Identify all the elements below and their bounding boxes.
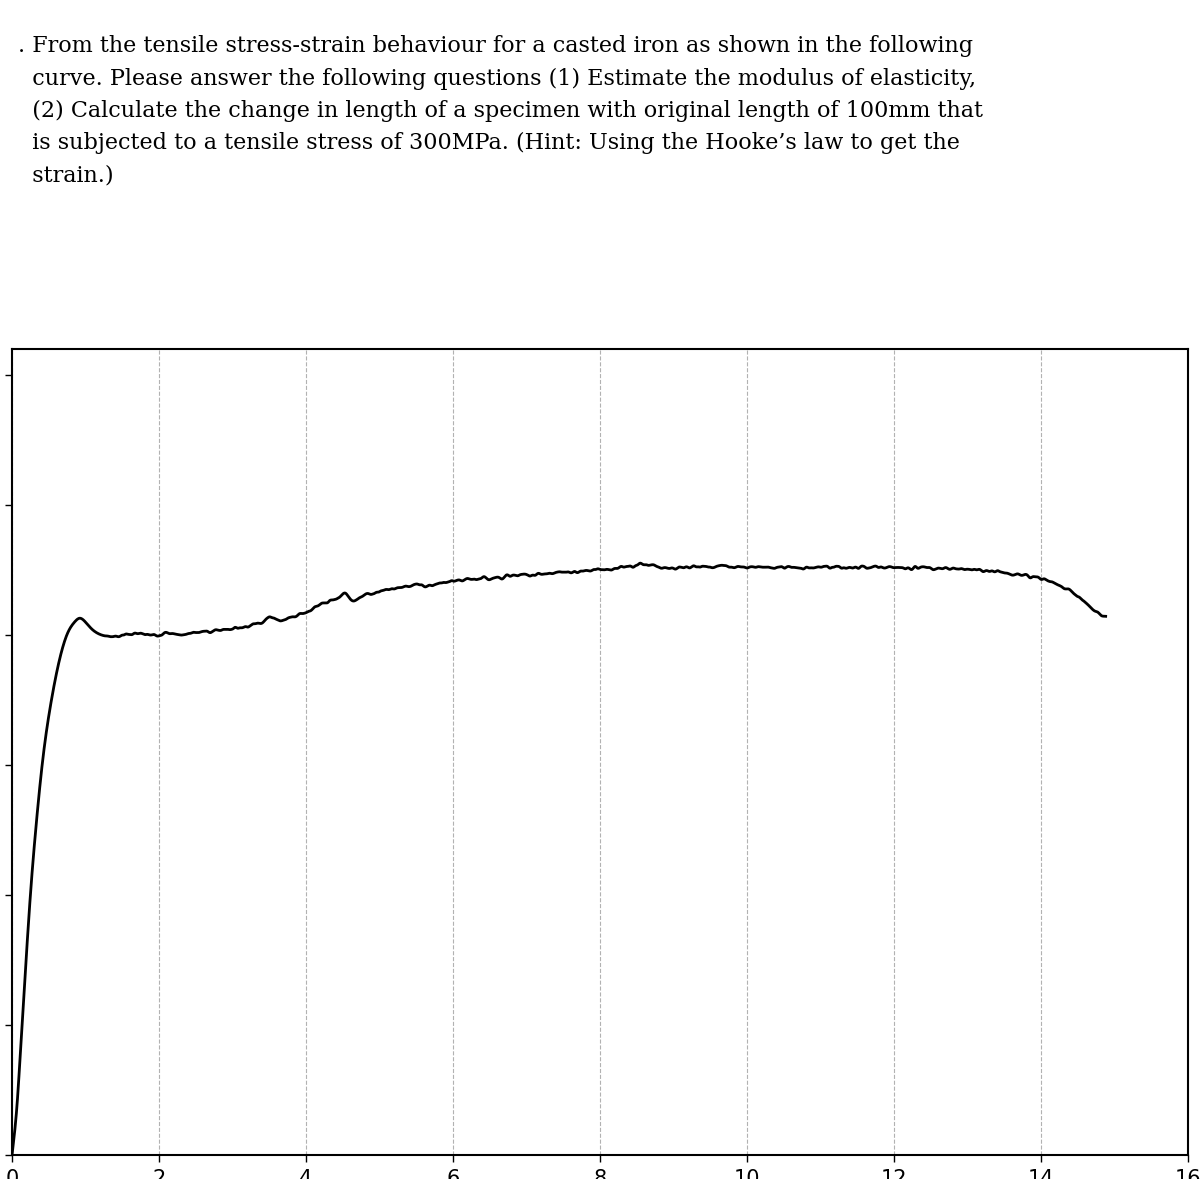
Text: . From the tensile stress-strain behaviour for a casted iron as shown in the fol: . From the tensile stress-strain behavio… <box>18 35 983 186</box>
